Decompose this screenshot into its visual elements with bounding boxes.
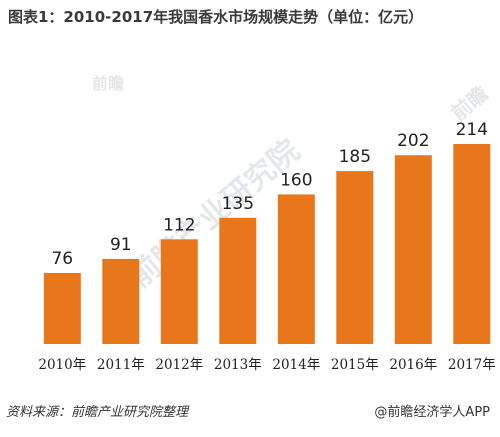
x-tick-label: 2017年	[448, 357, 496, 373]
x-tick-label: 2013年	[214, 357, 262, 373]
x-tick-label: 2015年	[331, 357, 379, 373]
data-label: 214	[456, 120, 488, 140]
bar-2015年	[336, 171, 374, 344]
data-label: 76	[51, 249, 73, 269]
x-tick-label: 2012年	[155, 357, 203, 373]
data-label: 112	[163, 215, 195, 235]
data-label: 202	[397, 131, 429, 151]
bar-2013年	[219, 217, 257, 344]
bar-2014年	[277, 194, 315, 344]
bar-2016年	[394, 155, 432, 344]
data-label: 135	[222, 194, 254, 214]
bar-2011年	[102, 258, 140, 344]
credit-note: @前瞻经济学人APP	[374, 405, 490, 420]
bar-2012年	[160, 239, 198, 344]
data-label: 91	[110, 235, 132, 255]
data-label: 185	[339, 147, 371, 167]
bar-2017年	[453, 144, 491, 344]
x-tick-label: 2010年	[38, 357, 86, 373]
bar-2010年	[43, 273, 81, 344]
x-tick-label: 2016年	[389, 357, 437, 373]
x-tick-label: 2011年	[97, 357, 145, 373]
source-note: 资料来源：前瞻产业研究院整理	[6, 405, 189, 420]
x-tick-label: 2014年	[272, 357, 320, 373]
chart-title: 图表1：2010-2017年我国香水市场规模走势（单位：亿元）	[8, 8, 424, 26]
data-label: 160	[280, 170, 312, 190]
watermark-logo: 前瞻	[92, 74, 125, 93]
